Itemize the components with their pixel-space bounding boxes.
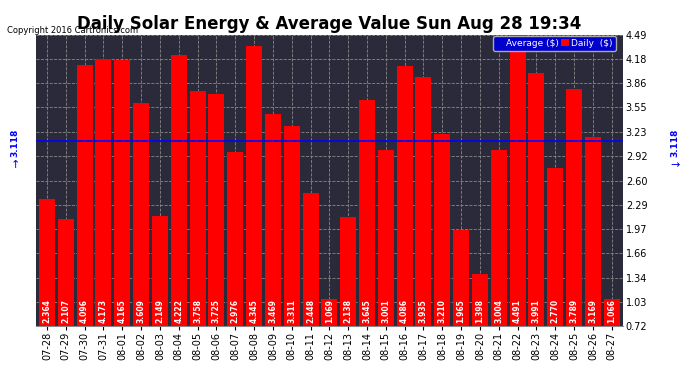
Bar [434, 134, 451, 375]
Text: 1.398: 1.398 [475, 299, 484, 323]
Bar [585, 137, 601, 375]
Legend: Average ($), Daily  ($): Average ($), Daily ($) [493, 36, 615, 51]
Text: 4.096: 4.096 [80, 299, 89, 323]
Bar [170, 55, 187, 375]
Bar [529, 73, 544, 375]
Bar [39, 199, 55, 375]
Text: 1.069: 1.069 [325, 299, 334, 323]
Text: 3.001: 3.001 [382, 299, 391, 323]
Bar [284, 126, 299, 375]
Bar [133, 103, 149, 375]
Text: 2.364: 2.364 [43, 299, 52, 323]
Bar [491, 150, 506, 375]
Bar [77, 65, 92, 375]
Text: 4.345: 4.345 [250, 299, 259, 323]
Bar [359, 100, 375, 375]
Bar [604, 299, 620, 375]
Text: 3.004: 3.004 [494, 299, 503, 323]
Text: 3.645: 3.645 [362, 299, 371, 323]
Text: 2.770: 2.770 [551, 299, 560, 323]
Text: 3.991: 3.991 [532, 299, 541, 323]
Text: 2.448: 2.448 [306, 299, 315, 323]
Text: 3.935: 3.935 [419, 299, 428, 323]
Bar [95, 59, 112, 375]
Bar [152, 216, 168, 375]
Text: 3.311: 3.311 [287, 299, 296, 323]
Text: 4.491: 4.491 [513, 299, 522, 323]
Text: 1.965: 1.965 [457, 299, 466, 323]
Text: 3.609: 3.609 [137, 299, 146, 323]
Text: 3.758: 3.758 [193, 299, 202, 323]
Text: 4.086: 4.086 [400, 299, 409, 323]
Text: 4.173: 4.173 [99, 299, 108, 323]
Bar [472, 274, 488, 375]
Text: 2.149: 2.149 [155, 299, 164, 323]
Text: 2.138: 2.138 [344, 299, 353, 323]
Bar [302, 192, 319, 375]
Bar [246, 46, 262, 375]
Text: 3.789: 3.789 [569, 299, 578, 323]
Text: 2.976: 2.976 [230, 299, 239, 323]
Bar [510, 34, 526, 375]
Bar [322, 299, 337, 375]
Text: 3.118: 3.118 [10, 128, 20, 157]
Text: 3.469: 3.469 [268, 299, 277, 323]
Text: ↑: ↑ [10, 160, 20, 170]
Bar [190, 91, 206, 375]
Text: 2.107: 2.107 [61, 299, 70, 323]
Bar [265, 114, 281, 375]
Text: →: → [670, 160, 680, 170]
Text: 4.222: 4.222 [175, 299, 184, 323]
Bar [208, 94, 224, 375]
Bar [58, 219, 74, 375]
Bar [115, 60, 130, 375]
Text: 4.165: 4.165 [118, 299, 127, 323]
Bar [378, 150, 394, 375]
Bar [566, 89, 582, 375]
Title: Daily Solar Energy & Average Value Sun Aug 28 19:34: Daily Solar Energy & Average Value Sun A… [77, 15, 582, 33]
Bar [453, 230, 469, 375]
Bar [547, 168, 563, 375]
Bar [227, 152, 244, 375]
Text: 1.066: 1.066 [607, 299, 616, 323]
Text: 3.118: 3.118 [670, 128, 680, 157]
Bar [415, 78, 431, 375]
Text: 3.210: 3.210 [437, 299, 447, 323]
Text: 3.725: 3.725 [212, 299, 221, 323]
Bar [340, 216, 356, 375]
Text: Copyright 2016 Cartronics.com: Copyright 2016 Cartronics.com [7, 26, 138, 35]
Text: 3.169: 3.169 [589, 299, 598, 323]
Bar [397, 66, 413, 375]
